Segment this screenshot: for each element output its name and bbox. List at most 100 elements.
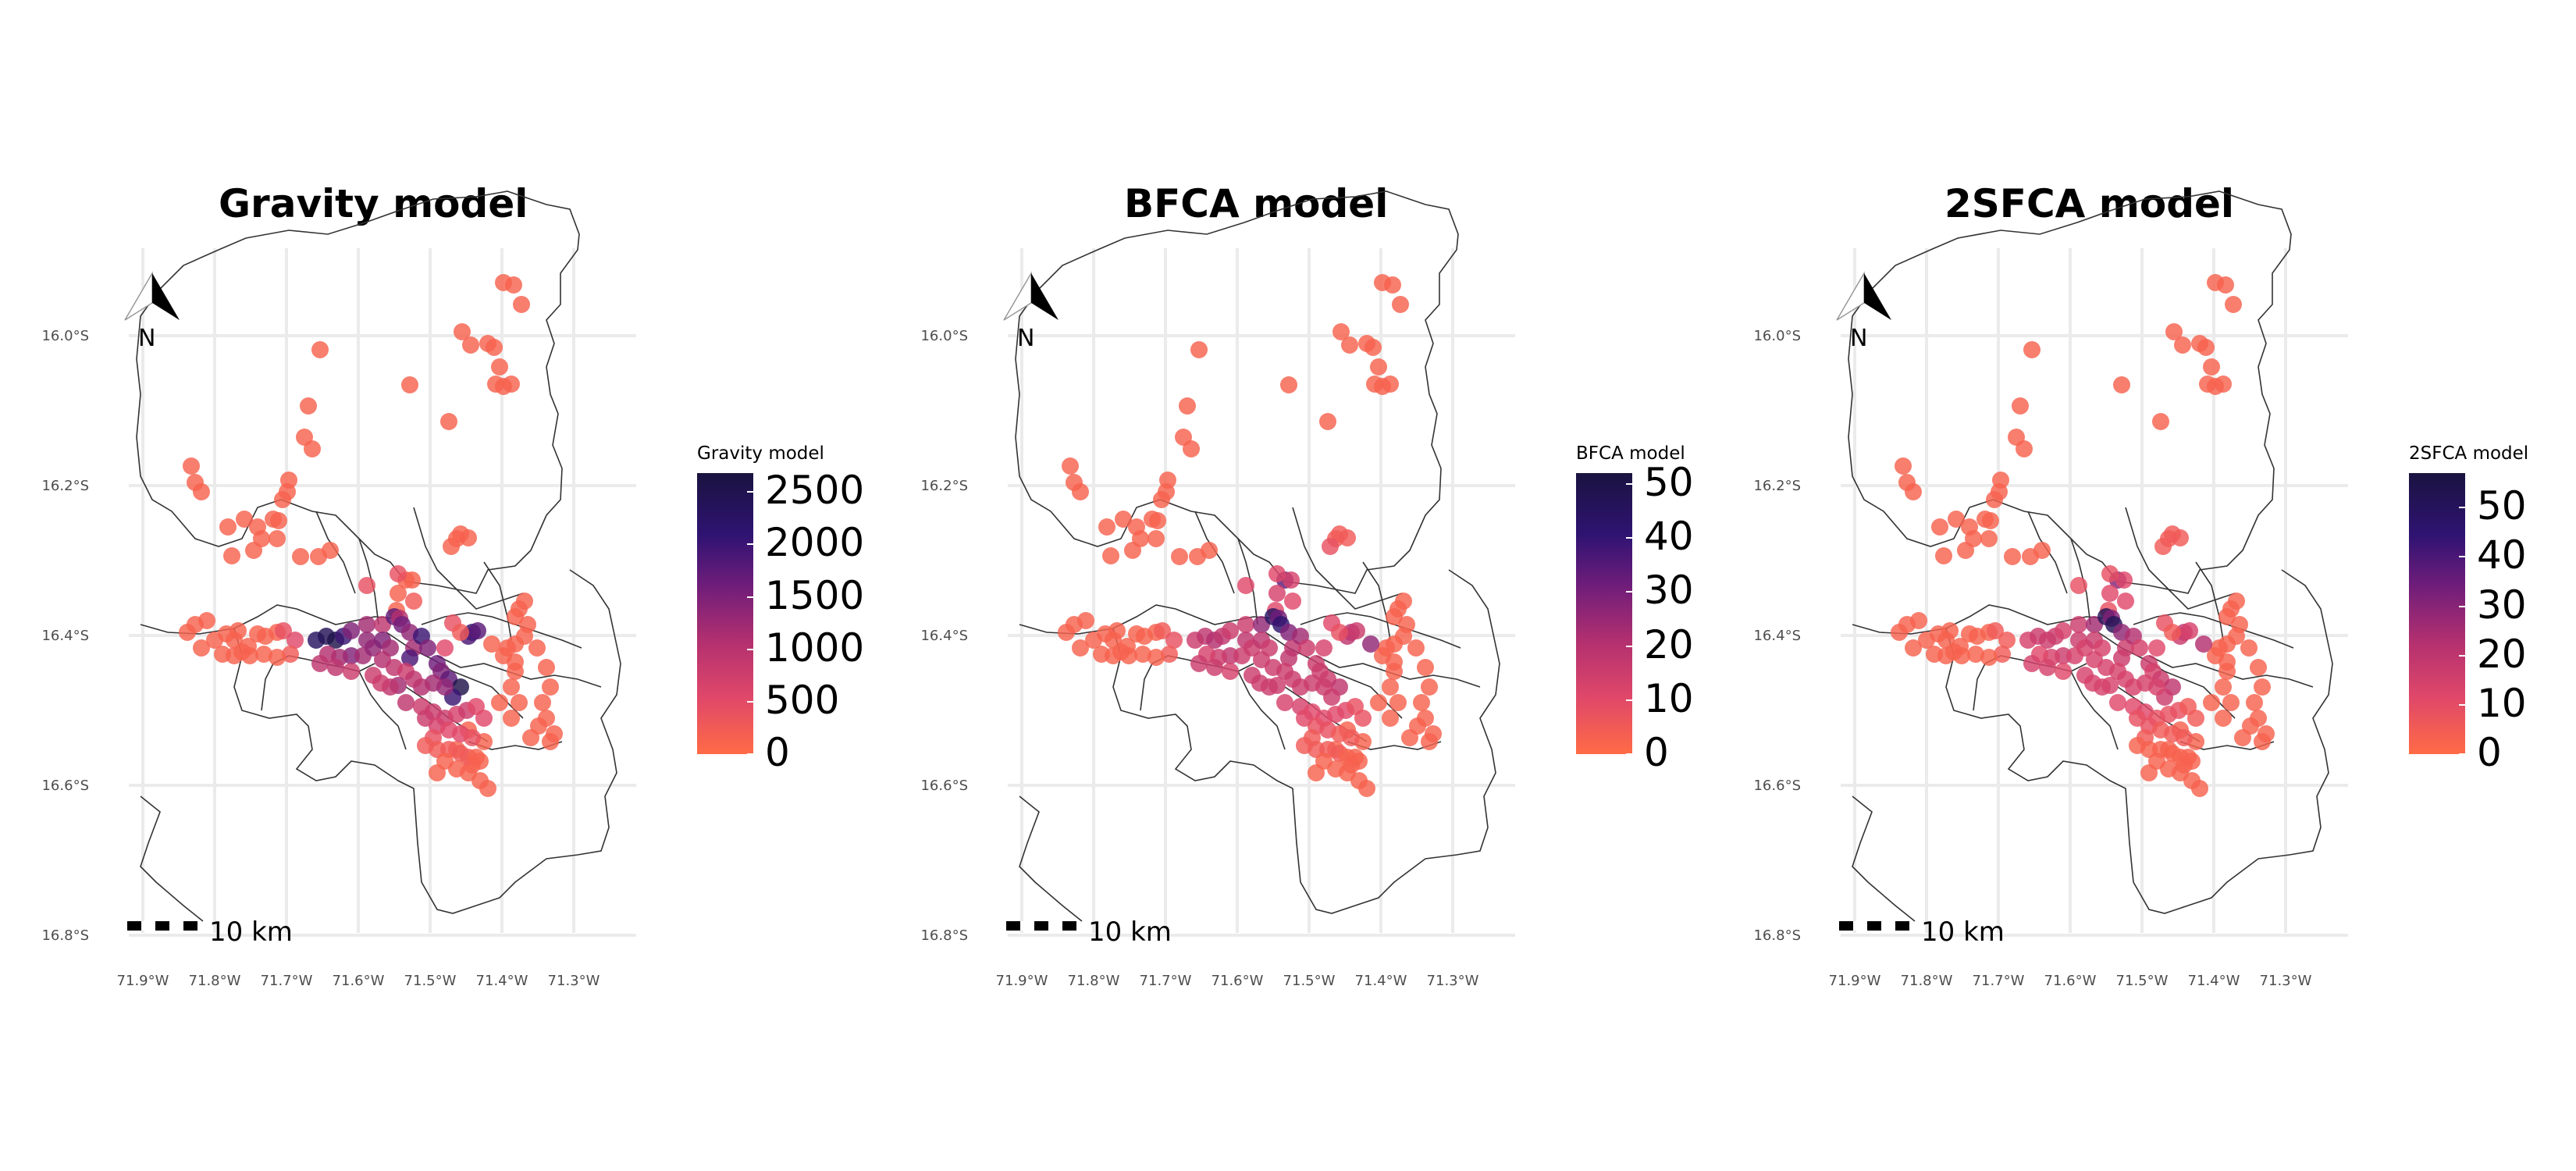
facility-point [2055, 622, 2072, 639]
facility-point [1926, 646, 1943, 663]
facility-point [282, 646, 299, 663]
facility-point [1392, 296, 1409, 313]
facility-point [1401, 729, 1418, 746]
facility-point [2215, 710, 2232, 727]
facility-point [1062, 457, 1079, 475]
district-boundary [2172, 593, 2236, 610]
x-tick-label: 71.5°W [2116, 973, 2169, 989]
facility-point [1980, 530, 1998, 547]
legend-tick-mark [747, 700, 753, 703]
facility-point [1147, 649, 1165, 666]
facility-point [343, 663, 360, 680]
legend-tick-label: 40 [2477, 532, 2527, 578]
facility-point [1284, 671, 1301, 688]
facility-point [1366, 376, 1383, 393]
legend-tick-mark [2459, 753, 2465, 755]
facility-point [2070, 616, 2087, 633]
facility-point [269, 649, 286, 666]
facility-point [511, 694, 528, 711]
facility-point [2234, 729, 2251, 746]
facility-point [495, 647, 512, 664]
facility-point [1222, 663, 1239, 680]
map-plot: 16.0°S16.2°S16.4°S16.6°S16.8°S 71.9°W 71.… [41, 190, 636, 989]
legend-tick-label: 10 [2477, 680, 2527, 726]
facility-point [343, 622, 360, 639]
legend-tick-label: 0 [1644, 730, 1669, 775]
legend-tick-label: 2000 [765, 520, 865, 566]
district-boundary [136, 190, 580, 594]
facility-point [1362, 635, 1379, 653]
x-axis-labels: 71.9°W 71.8°W 71.7°W 71.6°W 71.5°W 71.4°W 71.3… [1829, 973, 2312, 989]
facility-point [2113, 650, 2130, 667]
facility-point [236, 511, 253, 528]
facility-point [1222, 622, 1239, 639]
facility-point [513, 296, 530, 313]
facility-point [1389, 694, 1407, 711]
facility-point [397, 694, 415, 711]
facility-point [1386, 608, 1403, 625]
facility-point [1982, 512, 1999, 529]
district-boundary [1339, 593, 1403, 610]
facility-point [358, 616, 375, 633]
facility-point [300, 397, 317, 415]
legend-tick-label: 30 [2477, 582, 2527, 628]
y-tick-label: 16.4°S [41, 628, 89, 644]
facility-point [1284, 593, 1301, 610]
facility-point [1986, 491, 2003, 508]
legend-tick-mark [1626, 482, 1632, 485]
facility-point [2131, 639, 2148, 657]
facility-point [2176, 729, 2193, 746]
legend-tick-mark [747, 543, 753, 546]
facility-point [1382, 710, 1399, 727]
facility-point [503, 376, 520, 393]
facility-point [2004, 548, 2021, 565]
legend-title: BFCA model [1576, 443, 1685, 464]
facility-point [223, 547, 240, 564]
district-boundary [358, 671, 407, 750]
y-tick-label: 16.4°S [920, 628, 968, 644]
scale-label: 10 km [1088, 917, 1172, 948]
facility-point [436, 639, 454, 657]
facility-point [2217, 276, 2234, 294]
facility-point [2076, 667, 2094, 684]
district-boundary [2070, 671, 2119, 750]
facility-point [528, 639, 546, 657]
facility-point [2022, 548, 2039, 565]
legend-tick-mark [1626, 699, 1632, 701]
facility-point [1244, 667, 1261, 684]
facility-point [1190, 341, 1208, 358]
facility-point [479, 780, 496, 797]
north-label: N [1850, 325, 1867, 352]
facility-point [491, 694, 508, 711]
map-plot: 16.0°S16.2°S16.4°S16.6°S16.8°S 71.9°W 71.… [1753, 190, 2348, 989]
facility-point [1098, 518, 1115, 536]
facility-point [2164, 624, 2181, 641]
facility-point [505, 276, 522, 294]
y-tick-label: 16.6°S [920, 778, 968, 794]
facility-point [2165, 323, 2183, 340]
facility-point [2154, 538, 2172, 555]
facility-point [2113, 376, 2130, 393]
facility-point [1339, 529, 1356, 546]
facility-point [2181, 622, 2198, 639]
scale-bar: 10 km [1839, 917, 2005, 948]
scale-bar: 10 km [127, 917, 293, 948]
legend-title: Gravity model [697, 443, 824, 464]
scale-label: 10 km [1921, 917, 2005, 948]
district-boundaries [1015, 190, 1500, 922]
x-tick-label: 71.3°W [548, 973, 600, 989]
facility-point [1961, 518, 1978, 536]
facility-point [1058, 624, 1075, 641]
facility-point [1382, 678, 1399, 696]
facility-point [2250, 659, 2267, 676]
facility-point [1189, 548, 1206, 565]
facility-point [390, 565, 407, 582]
facility-point [1283, 571, 1300, 589]
facility-point [1153, 491, 1170, 508]
legend-title: 2SFCA model [2409, 443, 2529, 464]
x-tick-label: 71.9°W [996, 973, 1048, 989]
x-tick-label: 71.3°W [2260, 973, 2312, 989]
legend-tick-mark [1626, 645, 1632, 647]
facility-point [311, 341, 329, 358]
facility-point [460, 529, 477, 546]
